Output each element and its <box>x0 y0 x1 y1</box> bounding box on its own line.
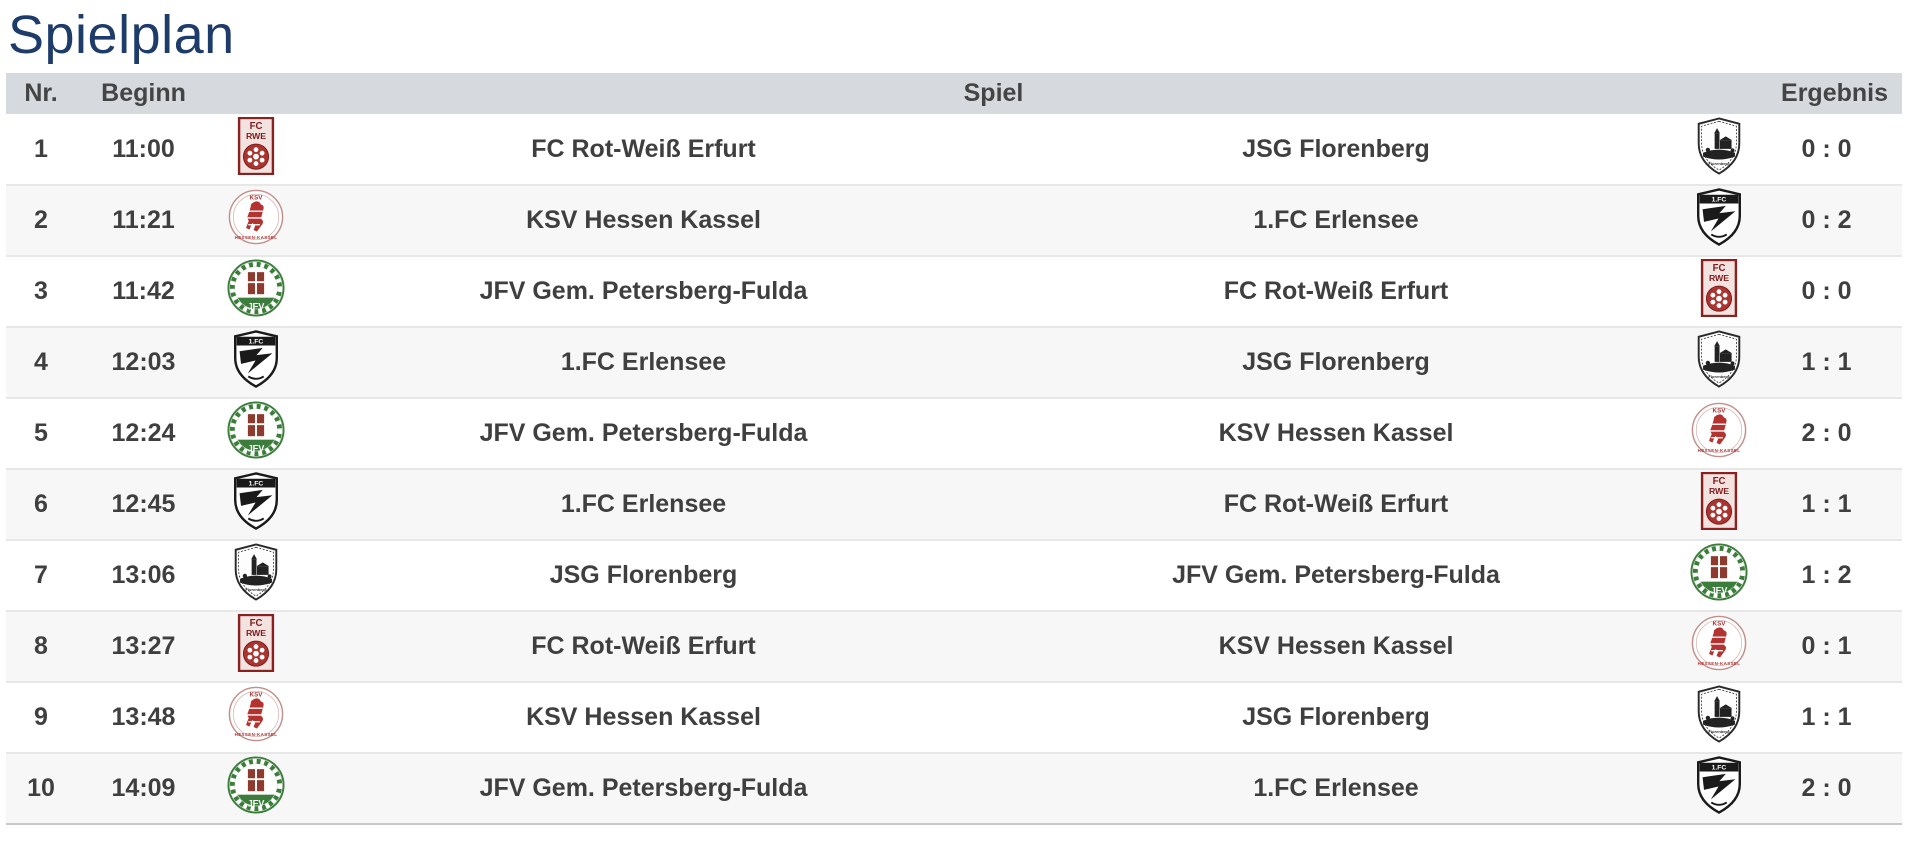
away-team-name: JSG Florenberg <box>986 114 1686 186</box>
match-number: 3 <box>6 255 76 328</box>
away-team-name: JSG Florenberg <box>986 681 1686 754</box>
match-row: 5 12:24 JFV Gem. Petersberg-Fulda KSV He… <box>6 397 1903 470</box>
match-time: 11:00 <box>76 114 211 186</box>
home-team-logo-icon <box>227 186 285 248</box>
match-row: 7 13:06 JSG Florenberg JFV Gem. Petersbe… <box>6 539 1903 612</box>
away-team-name: JSG Florenberg <box>986 326 1686 399</box>
away-team-name: KSV Hessen Kassel <box>986 397 1686 470</box>
match-time: 11:21 <box>76 184 211 257</box>
home-team-logo-icon <box>227 754 285 816</box>
away-team-name: 1.FC Erlensee <box>986 184 1686 257</box>
header-spiel: Spiel <box>301 73 1686 115</box>
home-team-logo-icon <box>227 399 285 461</box>
match-number: 8 <box>6 610 76 683</box>
header-beginn: Beginn <box>76 73 211 115</box>
match-result: 0 : 0 <box>1751 114 1903 186</box>
match-row: 4 12:03 1.FC Erlensee JSG Florenberg 1 :… <box>6 326 1903 399</box>
away-team-name: FC Rot-Weiß Erfurt <box>986 255 1686 328</box>
match-result: 1 : 2 <box>1751 539 1903 612</box>
away-team-logo-icon <box>1690 328 1748 390</box>
match-number: 5 <box>6 397 76 470</box>
match-time: 14:09 <box>76 752 211 825</box>
away-team-logo-icon <box>1690 683 1748 745</box>
match-time: 13:06 <box>76 539 211 612</box>
match-row: 8 13:27 FC Rot-Weiß Erfurt KSV Hessen Ka… <box>6 610 1903 683</box>
match-result: 0 : 0 <box>1751 255 1903 328</box>
match-result: 2 : 0 <box>1751 752 1903 825</box>
match-row: 10 14:09 JFV Gem. Petersberg-Fulda 1.FC … <box>6 752 1903 825</box>
spielplan-page: Spielplan Nr. Beginn Spiel Ergebnis 1 11… <box>6 5 1903 825</box>
away-team-name: JFV Gem. Petersberg-Fulda <box>986 539 1686 612</box>
away-team-logo-icon <box>1690 399 1748 461</box>
home-team-name: FC Rot-Weiß Erfurt <box>301 610 986 683</box>
home-team-logo-icon <box>227 115 285 177</box>
home-team-name: 1.FC Erlensee <box>301 468 986 541</box>
match-result: 0 : 1 <box>1751 610 1903 683</box>
header-nr: Nr. <box>6 73 76 115</box>
match-result: 1 : 1 <box>1751 681 1903 754</box>
match-number: 6 <box>6 468 76 541</box>
match-result: 1 : 1 <box>1751 326 1903 399</box>
away-team-logo-icon <box>1690 115 1748 177</box>
match-result: 0 : 2 <box>1751 184 1903 257</box>
home-team-name: JFV Gem. Petersberg-Fulda <box>301 752 986 825</box>
match-time: 13:27 <box>76 610 211 683</box>
home-team-logo-icon <box>227 541 285 603</box>
away-team-logo-icon <box>1690 470 1748 532</box>
match-time: 13:48 <box>76 681 211 754</box>
home-team-name: 1.FC Erlensee <box>301 326 986 399</box>
schedule-table: Nr. Beginn Spiel Ergebnis 1 11:00 FC Rot… <box>6 73 1903 825</box>
away-team-logo-icon <box>1690 186 1748 248</box>
away-team-logo-icon <box>1690 754 1748 816</box>
away-team-logo-icon <box>1690 612 1748 674</box>
match-number: 9 <box>6 681 76 754</box>
home-team-name: KSV Hessen Kassel <box>301 681 986 754</box>
home-team-logo-icon <box>227 612 285 674</box>
away-team-logo-icon <box>1690 541 1748 603</box>
away-team-name: FC Rot-Weiß Erfurt <box>986 468 1686 541</box>
home-team-name: JFV Gem. Petersberg-Fulda <box>301 255 986 328</box>
match-number: 4 <box>6 326 76 399</box>
match-row: 9 13:48 KSV Hessen Kassel JSG Florenberg… <box>6 681 1903 754</box>
match-time: 12:24 <box>76 397 211 470</box>
home-team-name: JFV Gem. Petersberg-Fulda <box>301 397 986 470</box>
header-spacer <box>211 73 301 115</box>
table-header-row: Nr. Beginn Spiel Ergebnis <box>6 73 1903 115</box>
match-time: 12:45 <box>76 468 211 541</box>
match-row: 2 11:21 KSV Hessen Kassel 1.FC Erlensee … <box>6 184 1903 257</box>
match-result: 1 : 1 <box>1751 468 1903 541</box>
match-result: 2 : 0 <box>1751 397 1903 470</box>
away-team-name: 1.FC Erlensee <box>986 752 1686 825</box>
home-team-logo-icon <box>227 328 285 390</box>
match-number: 10 <box>6 752 76 825</box>
home-team-logo-icon <box>227 683 285 745</box>
match-time: 11:42 <box>76 255 211 328</box>
away-team-logo-icon <box>1690 257 1748 319</box>
home-team-name: KSV Hessen Kassel <box>301 184 986 257</box>
match-row: 1 11:00 FC Rot-Weiß Erfurt JSG Florenber… <box>6 114 1903 186</box>
match-number: 7 <box>6 539 76 612</box>
match-number: 1 <box>6 114 76 186</box>
home-team-logo-icon <box>227 470 285 532</box>
match-time: 12:03 <box>76 326 211 399</box>
header-ergebnis: Ergebnis <box>1686 73 1903 115</box>
home-team-logo-icon <box>227 257 285 319</box>
page-title: Spielplan <box>8 5 235 65</box>
match-row: 6 12:45 1.FC Erlensee FC Rot-Weiß Erfurt… <box>6 468 1903 541</box>
away-team-name: KSV Hessen Kassel <box>986 610 1686 683</box>
match-row: 3 11:42 JFV Gem. Petersberg-Fulda FC Rot… <box>6 255 1903 328</box>
home-team-name: JSG Florenberg <box>301 539 986 612</box>
match-number: 2 <box>6 184 76 257</box>
home-team-name: FC Rot-Weiß Erfurt <box>301 114 986 186</box>
